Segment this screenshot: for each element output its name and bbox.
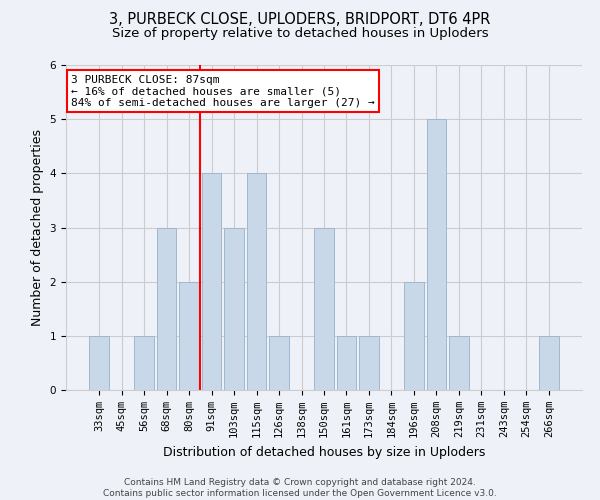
Bar [179, 282, 199, 390]
Bar [539, 336, 559, 390]
Bar [269, 336, 289, 390]
Y-axis label: Number of detached properties: Number of detached properties [31, 129, 44, 326]
Bar [224, 228, 244, 390]
Bar [427, 119, 446, 390]
Text: Contains HM Land Registry data © Crown copyright and database right 2024.
Contai: Contains HM Land Registry data © Crown c… [103, 478, 497, 498]
Bar [247, 174, 266, 390]
Bar [404, 282, 424, 390]
Bar [449, 336, 469, 390]
Text: Size of property relative to detached houses in Uploders: Size of property relative to detached ho… [112, 28, 488, 40]
Text: 3 PURBECK CLOSE: 87sqm
← 16% of detached houses are smaller (5)
84% of semi-deta: 3 PURBECK CLOSE: 87sqm ← 16% of detached… [71, 74, 375, 108]
X-axis label: Distribution of detached houses by size in Uploders: Distribution of detached houses by size … [163, 446, 485, 458]
Bar [89, 336, 109, 390]
Bar [157, 228, 176, 390]
Bar [202, 174, 221, 390]
Bar [359, 336, 379, 390]
Bar [314, 228, 334, 390]
Text: 3, PURBECK CLOSE, UPLODERS, BRIDPORT, DT6 4PR: 3, PURBECK CLOSE, UPLODERS, BRIDPORT, DT… [109, 12, 491, 28]
Bar [134, 336, 154, 390]
Bar [337, 336, 356, 390]
